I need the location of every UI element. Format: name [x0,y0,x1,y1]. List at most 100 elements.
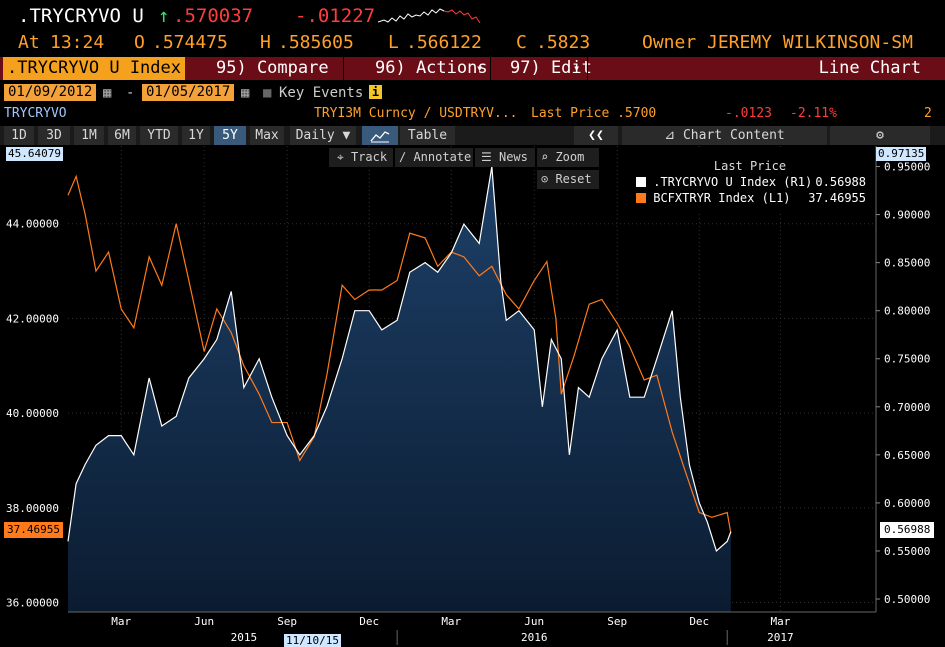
owner-label: Owner [642,32,697,53]
x-axis-tick: Mar [770,615,790,628]
intraday-sparkline [378,8,481,24]
summary-percent: -2.11% [790,106,837,121]
low-label: L [388,32,399,53]
period-button-1d[interactable]: 1D [4,126,34,145]
legend-axis: (L1) [761,191,791,205]
right-axis-tick: 0.65000 [884,449,930,462]
reset-button[interactable]: ⊙ Reset [537,170,599,189]
summary-change: -.0123 [725,106,772,121]
left-axis-tick: 36.00000 [6,597,59,610]
edit-button[interactable]: 97) Edit [510,58,592,78]
info-icon[interactable]: i [369,85,382,99]
legend-title: Last Price [713,159,787,173]
sparkline-white [378,8,445,23]
right-axis-tick: 0.90000 [884,209,930,222]
x-axis-tick: Sep [277,615,297,628]
x-axis-year: 2015 [231,631,258,644]
high-value: .585605 [278,32,354,53]
x-cursor-label: 11/10/15 [284,634,341,647]
security-description: TRYI3M Curncy / USDTRYV... [314,106,518,121]
close-label: C [516,32,527,53]
legend-swatch-white [636,177,646,187]
owner-name: JEREMY WILKINSON-SM [707,32,913,53]
chart-svg: 36.00000 38.00000 40.00000 42.00000 44.00000… [6,146,930,645]
x-axis-year: 2017 [767,631,794,644]
right-axis-tick: 0.50000 [884,593,930,606]
track-icon: ⌖ [337,150,351,164]
chart-content-button[interactable]: ⊿ Chart Content [622,126,827,145]
collapse-icon[interactable]: ❮❮ [574,126,618,145]
last-price-summary: Last Price .5700 [531,106,657,121]
right-axis-last-label: 0.56988 [880,522,935,538]
legend-axis: (R1) [783,175,813,189]
frequency-dropdown[interactable]: Daily ▼ [290,126,356,145]
annotate-button[interactable]: ∕ Annotate [395,148,473,167]
calendar-icon[interactable]: ▦ [103,85,112,101]
right-axis-tick: 0.85000 [884,257,930,270]
low-value: .566122 [406,32,482,53]
start-date-field[interactable]: 01/09/2012 [4,84,97,101]
right-axis-tick: 0.80000 [884,305,930,318]
left-axis-top-label: 45.64079 [6,147,63,161]
left-axis-last-label: 37.46955 [4,522,63,538]
reset-label: Reset [555,172,592,186]
right-axis-tick: 0.60000 [884,497,930,510]
security-tab[interactable]: .TRYCRYVO U Index [3,57,185,80]
up-arrow-icon: ↑ [158,5,170,27]
x-axis-tick: Mar [111,615,131,628]
toolbar-divider [343,57,344,80]
table-button[interactable]: Table [400,126,455,145]
period-button-ytd[interactable]: YTD [140,126,178,145]
period-button-max[interactable]: Max [250,126,284,145]
end-date-field[interactable]: 01/05/2017 [142,84,235,101]
period-button-3d[interactable]: 3D [38,126,70,145]
actions-caret-icon[interactable]: ▾ [476,61,484,75]
edit-caret-icon[interactable]: ▾ [573,61,581,75]
calendar-icon[interactable]: ▦ [241,85,250,101]
period-button-1y[interactable]: 1Y [182,126,210,145]
left-axis-tick: 42.00000 [6,312,59,325]
period-button-1m[interactable]: 1M [74,126,104,145]
legend-value: 0.56988 [815,175,866,189]
track-label: Track [350,150,388,164]
news-button[interactable]: ☰ News [475,148,535,167]
legend-name: .TRYCRYVO U Index [653,175,777,189]
x-axis-tick: Jun [524,615,544,628]
left-axis-tick: 44.00000 [6,218,59,231]
line-chart-icon[interactable] [362,126,398,145]
legend-entry-orange: BCFXTRYR Index (L1) 37.46955 [628,190,872,206]
orange-series-line [67,174,732,534]
legend-entry-white: .TRYCRYVO U Index (R1) 0.56988 [628,174,872,190]
price-change: -.01227 [295,5,376,27]
x-axis-tick: Mar [441,615,461,628]
ticker-symbol: .TRYCRYVO U [18,5,144,27]
period-button-6m[interactable]: 6M [108,126,136,145]
period-button-5y[interactable]: 5Y [214,126,246,145]
right-axis-tick: 0.75000 [884,353,930,366]
compare-button[interactable]: 95) Compare [216,58,329,78]
function-toolbar: .TRYCRYVO U Index 95) Compare 96) Action… [0,57,945,80]
toolbar-divider [587,57,588,80]
settings-gear-icon[interactable]: ⚙ [830,126,930,145]
x-axis: Mar Jun Sep Dec Mar Jun Sep Dec Mar 2015 2016 2017 [68,611,876,645]
actions-button[interactable]: 96) Actions [375,58,488,78]
legend-swatch-orange [636,193,646,203]
legend: Last Price .TRYCRYVO U Index (R1) 0.5698… [628,150,872,212]
chart-content-icon: ⊿ [664,128,683,143]
zoom-label: Zoom [555,150,585,164]
summary-count: 2 [924,106,932,121]
annotate-label: Annotate [413,150,472,164]
date-separator: - [126,85,135,101]
chart-content-label: Chart Content [682,128,785,143]
white-series-line [67,166,732,553]
x-axis-tick: Jun [194,615,214,628]
view-type[interactable]: Line Chart [818,58,921,78]
toolbar-divider [490,57,491,80]
right-axis-tick: 0.55000 [884,545,930,558]
zoom-button[interactable]: ⌕ Zoom [537,148,599,167]
left-axis-tick: 38.00000 [6,502,59,515]
news-icon: ☰ [481,150,499,164]
x-axis-year: 2016 [521,631,548,644]
track-button[interactable]: ⌖ Track [329,148,393,167]
key-events-checkbox[interactable]: ■ [263,85,272,101]
